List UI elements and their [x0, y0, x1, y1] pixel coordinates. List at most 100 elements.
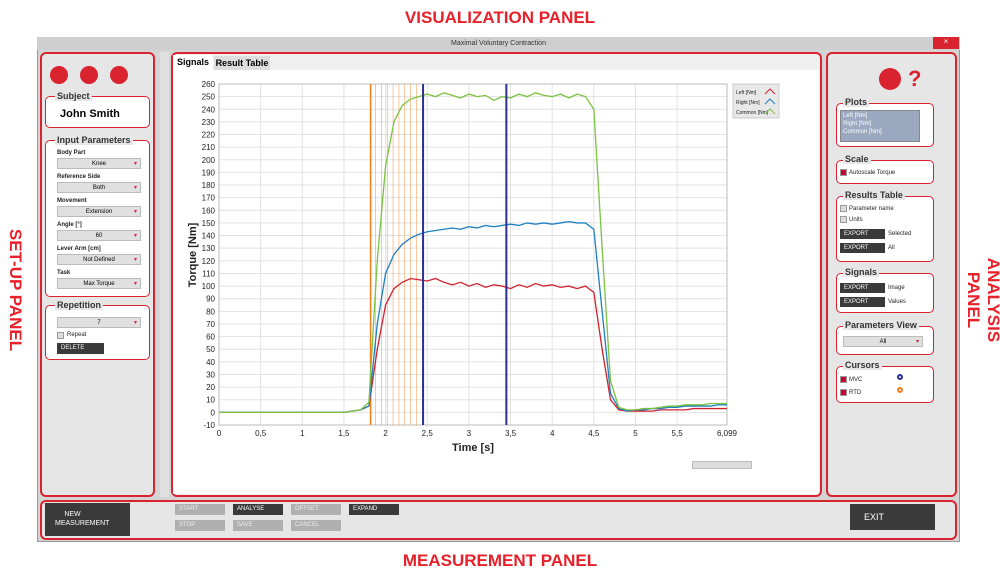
dropdown[interactable]: Not Defined: [57, 254, 141, 265]
checkbox[interactable]: [57, 332, 64, 339]
x-tick-label: 4,5: [588, 429, 600, 438]
legend-label: Common [Nm]: [736, 110, 769, 116]
y-tick-label: -10: [203, 421, 215, 430]
x-tick-label: 3: [467, 429, 472, 438]
icon-button[interactable]: [879, 68, 901, 90]
checkbox[interactable]: [840, 205, 847, 212]
cursor-icon[interactable]: [897, 374, 903, 380]
y-tick-label: 20: [206, 383, 215, 392]
list-item[interactable]: Right [Nm]: [843, 121, 872, 127]
delete-button[interactable]: DELETE: [57, 343, 104, 354]
list-item[interactable]: Left [Nm]: [843, 113, 868, 119]
group-legend: Subject: [55, 91, 92, 101]
dropdown[interactable]: Max Torque: [57, 278, 141, 289]
y-tick-label: 150: [202, 219, 216, 228]
dropdown[interactable]: All: [843, 336, 923, 347]
y-tick-label: 80: [206, 307, 215, 316]
y-tick-label: 40: [206, 358, 215, 367]
y-tick-label: 120: [202, 257, 216, 266]
group-box: [836, 160, 934, 184]
exit-button[interactable]: EXIT: [850, 504, 935, 530]
button-label: Values: [888, 299, 906, 305]
cursor-icon[interactable]: [897, 387, 903, 393]
y-tick-label: 240: [202, 105, 216, 114]
tab[interactable]: Signals: [173, 55, 213, 70]
x-tick-label: 5,5: [672, 429, 684, 438]
list-box[interactable]: [840, 110, 920, 142]
icon-button[interactable]: [110, 66, 128, 84]
group-legend: Input Parameters: [55, 135, 133, 145]
panel-label: VISUALIZATION PANEL: [404, 8, 596, 27]
group-legend: Signals: [843, 267, 880, 277]
y-tick-label: 0: [211, 408, 216, 417]
x-tick-label: 4: [550, 429, 555, 438]
y-tick-label: 170: [202, 194, 216, 203]
scrollbar[interactable]: [160, 52, 169, 497]
dropdown[interactable]: Extension: [57, 206, 141, 217]
measurement-button[interactable]: START: [175, 504, 225, 515]
group-box: [836, 366, 934, 403]
field-label: Task: [57, 270, 71, 276]
measurement-button[interactable]: STOP: [175, 520, 225, 531]
button-label: Selected: [888, 231, 912, 237]
export-button[interactable]: EXPORT: [840, 229, 885, 239]
legend-swatch: [764, 88, 776, 95]
x-tick-label: 0,5: [255, 429, 267, 438]
y-tick-label: 190: [202, 168, 216, 177]
scrollbar[interactable]: [692, 461, 752, 469]
group-legend: Plots: [843, 97, 870, 107]
field-label: Body Part: [57, 150, 86, 156]
dropdown[interactable]: 60: [57, 230, 141, 241]
y-tick-label: 230: [202, 118, 216, 127]
measurement-button[interactable]: ANALYSE: [233, 504, 283, 515]
y-tick-label: 250: [202, 93, 216, 102]
y-tick-label: 160: [202, 206, 216, 215]
icon-button[interactable]: [50, 66, 68, 84]
checkbox-label: MVC: [849, 377, 863, 383]
y-tick-label: 180: [202, 181, 216, 190]
new-measurement-button[interactable]: NEW MEASUREMENT: [45, 503, 130, 536]
checkbox-label: Autoscale Torque: [849, 170, 896, 176]
checkbox[interactable]: [840, 169, 847, 176]
legend-swatch: [764, 98, 776, 105]
help-button[interactable]: ?: [908, 66, 922, 91]
checkbox[interactable]: [840, 389, 847, 396]
x-tick-label: 5: [633, 429, 638, 438]
icon-button[interactable]: [80, 66, 98, 84]
checkbox-label: Parameter name: [849, 206, 894, 212]
field-label: Angle [°]: [57, 222, 82, 228]
checkbox-label: RTD: [849, 390, 862, 396]
measurement-button[interactable]: SAVE: [233, 520, 283, 531]
dropdown[interactable]: Knee: [57, 158, 141, 169]
x-tick-label: 1: [300, 429, 305, 438]
data-line: [219, 92, 727, 414]
export-button[interactable]: EXPORT: [840, 283, 885, 293]
measurement-button[interactable]: CANCEL: [291, 520, 341, 531]
close-button[interactable]: ×: [933, 37, 959, 49]
group-legend: Repetition: [55, 300, 103, 310]
x-tick-label: 0: [217, 429, 222, 438]
checkbox[interactable]: [840, 376, 847, 383]
checkbox[interactable]: [840, 216, 847, 223]
data-line: [219, 221, 727, 414]
x-axis-label: Time [s]: [452, 442, 494, 454]
dropdown[interactable]: 7: [57, 317, 141, 328]
measurement-button[interactable]: OFFSET: [291, 504, 341, 515]
y-tick-label: 220: [202, 131, 216, 140]
y-tick-label: 90: [206, 295, 215, 304]
x-tick-label: 2: [383, 429, 388, 438]
y-tick-label: 30: [206, 370, 215, 379]
list-item[interactable]: Common [Nm]: [843, 129, 882, 135]
y-tick-label: 60: [206, 333, 215, 342]
checkbox-label: Repeat: [67, 332, 87, 338]
export-button[interactable]: EXPORT: [840, 297, 885, 307]
measurement-button[interactable]: EXPAND: [349, 504, 399, 515]
export-button[interactable]: EXPORT: [840, 243, 885, 253]
dropdown[interactable]: Both: [57, 182, 141, 193]
field-label: Lever Arm [cm]: [57, 246, 101, 252]
group-legend: Parameters View: [843, 320, 919, 330]
tab[interactable]: Result Table: [214, 56, 270, 70]
y-tick-label: 130: [202, 244, 216, 253]
x-tick-label: 1,5: [338, 429, 350, 438]
